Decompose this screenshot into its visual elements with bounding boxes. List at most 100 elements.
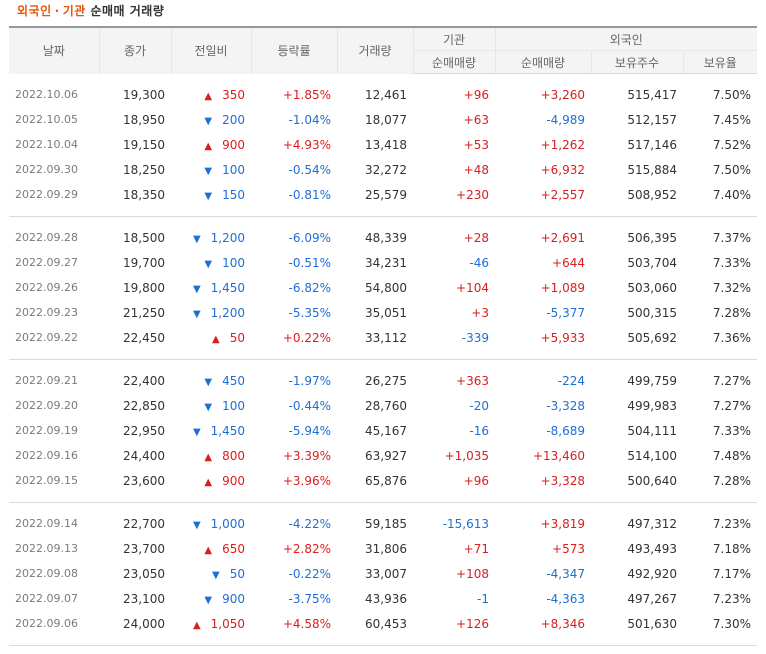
cell-ratio: 7.23% [712, 516, 752, 531]
header-close: 종가 [98, 26, 171, 74]
cell-close: 23,600 [123, 473, 165, 488]
cell-change: ▼ 50 [171, 561, 251, 586]
cell-holdings: 503,060 [627, 280, 677, 295]
down-triangle-icon: ▼ [204, 594, 213, 606]
cell-holdings: 515,417 [627, 87, 677, 102]
table-row: 2022.09.22 22,450 ▲ 50 +0.22% 33,112 -339 +5,93… [9, 325, 757, 350]
cell-holdings: 497,312 [627, 516, 677, 531]
change-value: 100 [222, 398, 245, 413]
cell-holdings: 517,146 [627, 137, 677, 152]
down-triangle-icon: ▼ [192, 426, 201, 438]
cell-change: ▲ 1,050 [171, 611, 251, 636]
cell-volume: 12,461 [365, 87, 407, 102]
table-row: 2022.09.20 22,850 ▼ 100 -0.44% 28,760 -20 -3,32… [9, 393, 757, 418]
down-triangle-icon: ▼ [212, 569, 220, 581]
change-value: 1,000 [210, 516, 245, 531]
cell-close: 22,850 [123, 398, 165, 413]
cell-holdings: 492,920 [627, 566, 677, 581]
cell-date: 2022.09.30 [15, 163, 78, 176]
title-rest: 순매매 거래량 [90, 4, 165, 18]
cell-inst-net: +96 [463, 473, 489, 488]
cell-volume: 48,339 [365, 230, 407, 245]
up-triangle-icon: ▲ [204, 476, 213, 488]
change-value: 1,050 [210, 616, 245, 631]
table-row: 2022.10.04 19,150 ▲ 900 +4.93% 13,418 +53 +1,26… [9, 132, 757, 157]
down-triangle-icon: ▼ [204, 115, 213, 127]
cell-close: 19,700 [123, 255, 165, 270]
cell-date: 2022.09.15 [15, 474, 78, 487]
cell-date: 2022.09.08 [15, 567, 78, 580]
cell-holdings: 499,759 [627, 373, 677, 388]
cell-inst-net: +108 [456, 566, 489, 581]
table-row: 2022.09.23 21,250 ▼ 1,200 -5.35% 35,051 +3 -5,3… [9, 300, 757, 325]
cell-rate: +0.22% [282, 330, 331, 345]
cell-foreign-net: +3,260 [540, 87, 585, 102]
cell-change: ▼ 100 [171, 157, 251, 182]
cell-date: 2022.09.13 [15, 542, 78, 555]
header-foreigner: 외국인 [494, 26, 758, 51]
header-date: 날짜 [9, 26, 99, 74]
table-row: 2022.09.26 19,800 ▼ 1,450 -6.82% 54,800 +104 +1… [9, 275, 757, 300]
cell-holdings: 500,640 [627, 473, 677, 488]
cell-rate: -6.82% [288, 280, 331, 295]
title-separator: · [54, 4, 60, 18]
cell-ratio: 7.33% [712, 423, 752, 438]
cell-inst-net: +363 [456, 373, 489, 388]
cell-date: 2022.09.14 [15, 517, 78, 530]
cell-foreign-net: +3,328 [540, 473, 585, 488]
cell-date: 2022.10.06 [15, 88, 78, 101]
cell-close: 21,250 [123, 305, 165, 320]
table-row: 2022.09.15 23,600 ▲ 900 +3.96% 65,876 +96 +3,32… [9, 468, 757, 493]
trading-table-container: 날짜 종가 전일비 등락률 거래량 기관 외국인 순매매량 순매매량 보유주수 … [9, 26, 758, 646]
cell-foreign-net: -3,328 [546, 398, 585, 413]
cell-ratio: 7.50% [712, 87, 752, 102]
cell-change: ▼ 1,200 [171, 300, 251, 325]
cell-date: 2022.09.23 [15, 306, 78, 319]
cell-inst-net: +3 [471, 305, 489, 320]
cell-close: 23,700 [123, 541, 165, 556]
cell-date: 2022.09.19 [15, 424, 78, 437]
cell-rate: +3.96% [282, 473, 331, 488]
header-foreign-net: 순매매량 [494, 50, 591, 74]
cell-rate: +1.85% [282, 87, 331, 102]
up-triangle-icon: ▲ [204, 90, 213, 102]
cell-foreign-net: +2,691 [540, 230, 585, 245]
cell-rate: -0.54% [288, 162, 331, 177]
cell-date: 2022.09.16 [15, 449, 78, 462]
cell-ratio: 7.50% [712, 162, 752, 177]
table-row: 2022.09.08 23,050 ▼ 50 -0.22% 33,007 +108 -4,34… [9, 561, 757, 586]
cell-foreign-net: +1,089 [540, 280, 585, 295]
cell-foreign-net: +8,346 [540, 616, 585, 631]
cell-change: ▼ 1,450 [171, 418, 251, 443]
cell-volume: 60,453 [365, 616, 407, 631]
cell-close: 24,400 [123, 448, 165, 463]
change-value: 1,450 [210, 423, 245, 438]
cell-inst-net: +63 [463, 112, 489, 127]
cell-rate: -6.09% [288, 230, 331, 245]
cell-close: 23,050 [123, 566, 165, 581]
cell-change: ▼ 450 [171, 368, 251, 393]
change-value: 1,450 [210, 280, 245, 295]
cell-change: ▼ 1,200 [171, 225, 251, 250]
cell-holdings: 508,952 [627, 187, 677, 202]
cell-foreign-net: +3,819 [540, 516, 585, 531]
cell-date: 2022.09.26 [15, 281, 78, 294]
cell-ratio: 7.17% [712, 566, 752, 581]
cell-foreign-net: +2,557 [540, 187, 585, 202]
cell-change: ▼ 1,450 [171, 275, 251, 300]
header-change: 전일비 [170, 26, 251, 74]
cell-ratio: 7.40% [712, 187, 752, 202]
cell-date: 2022.09.22 [15, 331, 78, 344]
cell-date: 2022.09.21 [15, 374, 78, 387]
cell-foreign-net: -4,363 [546, 591, 585, 606]
cell-holdings: 499,983 [627, 398, 677, 413]
table-row: 2022.09.06 24,000 ▲ 1,050 +4.58% 60,453 +126 +8… [9, 611, 757, 636]
cell-foreign-net: -8,689 [546, 423, 585, 438]
cell-close: 24,000 [123, 616, 165, 631]
cell-inst-net: -339 [461, 330, 489, 345]
cell-rate: -5.94% [288, 423, 331, 438]
change-value: 350 [222, 87, 245, 102]
change-value: 1,200 [210, 305, 245, 320]
cell-foreign-net: -4,347 [546, 566, 585, 581]
cell-close: 19,800 [123, 280, 165, 295]
